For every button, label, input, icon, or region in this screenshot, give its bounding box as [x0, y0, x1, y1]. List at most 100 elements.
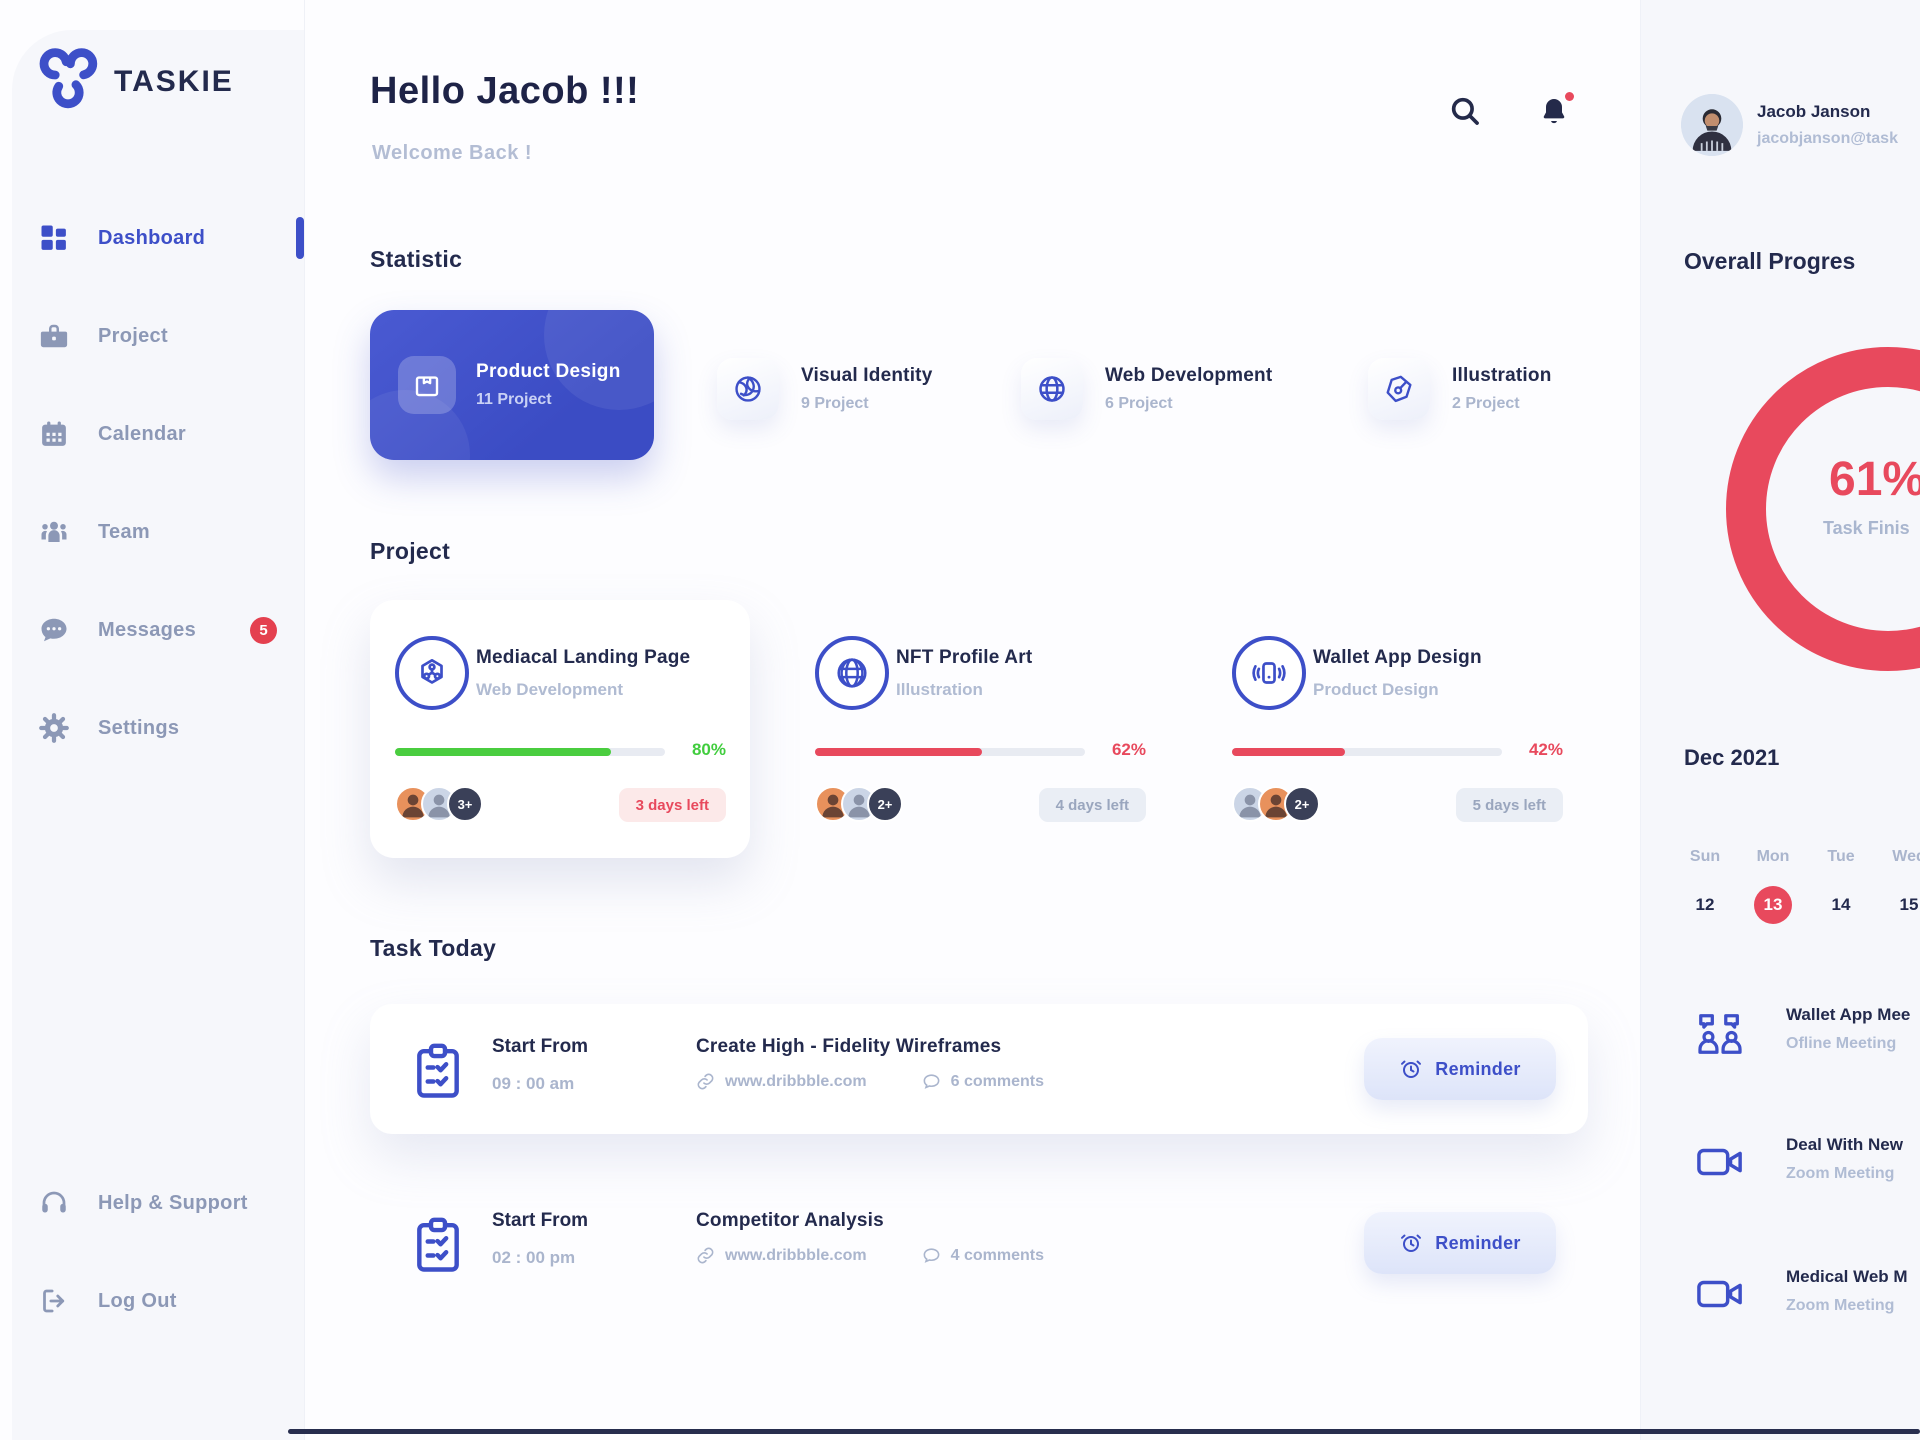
reminder-label: Reminder [1435, 1058, 1521, 1079]
days-left-badge: 4 days left [1038, 788, 1146, 822]
sidebar-nav: Dashboard Project [0, 214, 304, 802]
task-row-wireframes[interactable]: Start From 09 : 00 am Create High - Fide… [370, 1004, 1588, 1134]
alarm-clock-icon [1399, 1057, 1423, 1081]
stat-card-web-development[interactable]: Web Development 6 Project [1021, 358, 1272, 420]
user-name: Jacob Janson [1757, 102, 1871, 121]
stat-card-label: Illustration [1452, 365, 1552, 386]
project-category: Web Development [476, 680, 624, 699]
project-name: Wallet App Design [1313, 647, 1482, 668]
stat-card-label: Product Design [476, 361, 621, 382]
project-cards-row: Mediacal Landing Page Web Development 80… [370, 600, 1590, 860]
sidebar-footer-nav: Help & Support Log Out [0, 1179, 292, 1375]
project-card-wallet-app[interactable]: Wallet App Design Product Design 42% 2+ … [1207, 600, 1587, 858]
user-avatar[interactable] [1681, 94, 1743, 156]
days-left-badge: 3 days left [618, 788, 726, 822]
member-avatars: 3+ [395, 786, 483, 822]
overall-progress-title: Overall Progres [1684, 248, 1856, 274]
clipboard-icon [410, 1040, 466, 1102]
progress-bar [815, 748, 1085, 756]
stat-card-label: Visual Identity [801, 365, 933, 386]
task-list: Start From 09 : 00 am Create High - Fide… [370, 1004, 1588, 1352]
days-left-badge: 5 days left [1455, 788, 1563, 822]
more-members-badge: 2+ [867, 786, 903, 822]
stat-card-label: Web Development [1105, 365, 1273, 386]
sidebar-item-messages[interactable]: Messages 5 [0, 606, 292, 654]
calendar-day-names: Sun Mon Tue Wed [1671, 848, 1920, 866]
project-category: Illustration [896, 680, 983, 699]
calendar-day-name: Sun [1689, 848, 1721, 865]
link-icon [696, 1072, 715, 1091]
molecule-icon [395, 636, 469, 710]
task-meta: www.dribbble.com 6 comments [696, 1072, 1044, 1091]
avatar [395, 786, 431, 822]
reminder-button[interactable]: Reminder [1364, 1212, 1556, 1274]
chat-icon [38, 614, 70, 646]
stat-card-count: 2 Project [1452, 395, 1520, 412]
sidebar-item-label: Dashboard [98, 226, 206, 249]
sidebar-item-calendar[interactable]: Calendar [0, 410, 292, 458]
progress-percent: 62% [1111, 740, 1146, 759]
calendar-date-selected[interactable]: 13 [1754, 886, 1792, 924]
meeting-subtitle: Zoom Meeting [1786, 1297, 1895, 1314]
sidebar-divider [304, 0, 305, 1440]
mobile-wallet-icon [1232, 636, 1306, 710]
gear-icon [38, 712, 70, 744]
stat-card-product-design[interactable]: Product Design 11 Project [370, 310, 654, 460]
progress-donut-chart [1726, 347, 1920, 671]
sidebar-item-label: Project [98, 324, 168, 347]
sidebar-item-label: Messages [98, 618, 197, 641]
task-time: 09 : 00 am [492, 1074, 575, 1093]
user-email: jacobjanson@task [1757, 130, 1898, 147]
progress-bar [395, 748, 665, 756]
task-name: Competitor Analysis [696, 1210, 884, 1231]
calendar-icon [38, 418, 70, 450]
sidebar-item-settings[interactable]: Settings [0, 704, 292, 752]
right-panel: Jacob Janson jacobjanson@task Overall Pr… [1640, 0, 1920, 1440]
task-link[interactable]: www.dribbble.com [725, 1072, 867, 1090]
stat-card-count: 9 Project [801, 395, 869, 412]
people-meeting-icon [1693, 1009, 1749, 1059]
calendar-date[interactable]: 12 [1695, 895, 1715, 914]
calendar-day-name: Tue [1827, 848, 1855, 865]
task-link[interactable]: www.dribbble.com [725, 1246, 867, 1264]
project-card-medical-landing[interactable]: Mediacal Landing Page Web Development 80… [370, 600, 750, 858]
calendar-date[interactable]: 14 [1831, 895, 1851, 914]
app-logo: TASKIE [36, 45, 234, 118]
task-row-competitor-analysis[interactable]: Start From 02 : 00 pm Competitor Analysi… [370, 1178, 1588, 1308]
link-icon [696, 1246, 715, 1265]
reminder-label: Reminder [1435, 1232, 1521, 1253]
headset-icon [38, 1187, 70, 1219]
sidebar-item-project[interactable]: Project [0, 312, 292, 360]
more-members-badge: 3+ [447, 786, 483, 822]
sidebar-item-dashboard[interactable]: Dashboard [0, 214, 304, 262]
calendar-date[interactable]: 15 [1899, 895, 1919, 914]
meeting-subtitle: Ofline Meeting [1786, 1035, 1897, 1052]
task-time: 02 : 00 pm [492, 1248, 576, 1267]
messages-badge: 5 [250, 617, 277, 644]
task-today-section-title: Task Today [370, 935, 497, 961]
progress-percent: 42% [1528, 740, 1563, 759]
search-icon[interactable] [1448, 94, 1482, 128]
meeting-subtitle: Zoom Meeting [1786, 1165, 1895, 1182]
active-nav-indicator [296, 217, 304, 259]
page-title: Hello Jacob !!! [370, 70, 640, 112]
pen-nib-icon [1368, 358, 1430, 420]
calendar-month-label: Dec 2021 [1684, 745, 1780, 770]
sidebar-item-help-support[interactable]: Help & Support [0, 1179, 292, 1227]
globe-icon [815, 636, 889, 710]
sidebar-item-label: Calendar [98, 422, 186, 445]
sidebar-item-team[interactable]: Team [0, 508, 292, 556]
stat-card-illustration[interactable]: Illustration 2 Project [1368, 358, 1552, 420]
sidebar-item-logout[interactable]: Log Out [0, 1277, 292, 1325]
project-card-nft-profile[interactable]: NFT Profile Art Illustration 62% 2+ 4 da… [790, 600, 1170, 858]
stat-card-visual-identity[interactable]: Visual Identity 9 Project [717, 358, 932, 420]
task-start-label: Start From [492, 1210, 589, 1231]
sidebar-item-label: Log Out [98, 1289, 177, 1312]
progress-bar [1232, 748, 1502, 756]
stat-card-count: 11 Project [476, 391, 552, 408]
statistic-section-title: Statistic [370, 246, 463, 272]
progress-percent: 80% [691, 740, 726, 759]
reminder-button[interactable]: Reminder [1364, 1038, 1556, 1100]
notifications-bell-icon[interactable] [1538, 92, 1574, 128]
task-comments: 6 comments [950, 1072, 1045, 1090]
